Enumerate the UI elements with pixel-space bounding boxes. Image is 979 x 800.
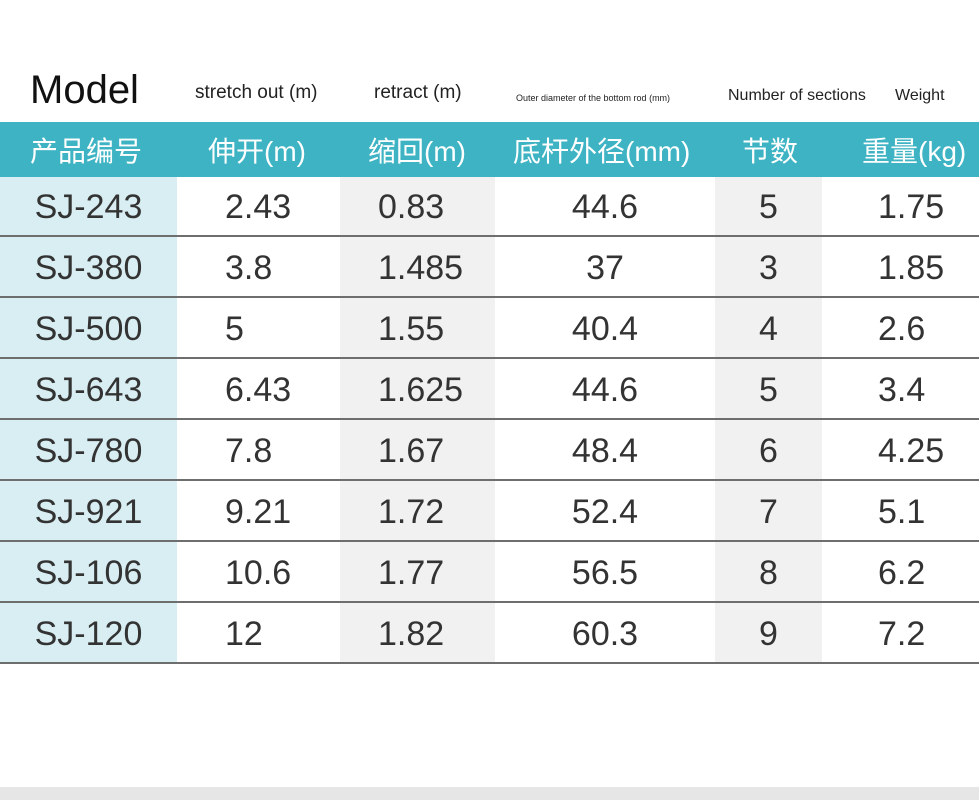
table-cell: 7 [759, 493, 778, 531]
header-band [0, 122, 979, 177]
table-cell: 9 [759, 615, 778, 653]
table-cell: 2.43 [225, 188, 292, 226]
english-header: Model [30, 68, 139, 112]
table-cell: 1.485 [378, 249, 464, 287]
row-line [0, 296, 979, 298]
table-cell: 8 [759, 554, 778, 592]
table-cell: 7.8 [225, 432, 273, 470]
table-cell: 60.3 [571, 615, 639, 653]
table-cell: SJ-643 [34, 371, 143, 409]
footer-band [0, 787, 979, 800]
row-line [0, 479, 979, 481]
table-cell: 2.6 [878, 310, 926, 348]
table-cell: SJ-780 [34, 432, 143, 470]
table-cell: 1.77 [378, 554, 445, 592]
row-line [0, 662, 979, 664]
table-cell: 5.1 [878, 493, 926, 531]
english-header: Number of sections [728, 87, 866, 104]
row-line [0, 357, 979, 359]
table-cell: 4 [759, 310, 778, 348]
table-cell: SJ-120 [34, 615, 143, 653]
table-cell: 6.2 [878, 554, 926, 592]
table-cell: 12 [225, 615, 263, 653]
table-cell: 5 [759, 188, 778, 226]
column-bg [715, 177, 822, 663]
table-cell: 48.4 [571, 432, 639, 470]
table-cell: SJ-243 [34, 188, 143, 226]
column-header: 产品编号 [30, 136, 143, 167]
table-cell: SJ-380 [34, 249, 143, 287]
table-cell: 1.85 [878, 249, 945, 287]
table-cell: 3.4 [878, 371, 926, 409]
table-cell: 3.8 [225, 249, 273, 287]
column-bg [0, 177, 177, 663]
table-cell: 44.6 [571, 188, 639, 226]
english-header: Weight [895, 87, 945, 104]
english-header: Outer diameter of the bottom rod (mm) [516, 93, 671, 103]
table-cell: 4.25 [878, 432, 945, 470]
table-cell: 1.72 [378, 493, 445, 531]
table-cell: 1.55 [378, 310, 445, 348]
column-header: 底杆外径(mm) [513, 136, 691, 167]
table-cell: 5 [759, 371, 778, 409]
table-cell: 1.75 [878, 188, 945, 226]
table-cell: SJ-106 [34, 554, 143, 592]
table-cell: 7.2 [878, 615, 926, 653]
column-header: 节数 [742, 136, 799, 167]
table-cell: 9.21 [225, 493, 292, 531]
table-cell: 0.83 [378, 188, 445, 226]
row-line [0, 235, 979, 237]
row-line [0, 601, 979, 603]
english-header: stretch out (m) [195, 82, 318, 103]
column-header: 伸开(m) [208, 136, 306, 167]
column-header: 缩回(m) [368, 136, 466, 167]
table-cell: 6 [759, 432, 778, 470]
column-header: 重量(kg) [862, 136, 967, 167]
table-cell: 44.6 [571, 371, 639, 409]
table-cell: 3 [759, 249, 778, 287]
table-cell: SJ-500 [34, 310, 143, 348]
table-cell: 6.43 [225, 371, 292, 409]
column-bg [340, 177, 495, 663]
table-cell: 37 [586, 249, 624, 287]
english-header: retract (m) [374, 82, 462, 103]
table-cell: 5 [225, 310, 244, 348]
row-line [0, 418, 979, 420]
table-cell: 1.67 [378, 432, 445, 470]
table-cell: 10.6 [225, 554, 292, 592]
table-cell: 52.4 [571, 493, 639, 531]
table-cell: 1.82 [378, 615, 445, 653]
table-cell: 56.5 [571, 554, 639, 592]
table-cell: 40.4 [571, 310, 639, 348]
table-cell: SJ-921 [34, 493, 143, 531]
table-cell: 1.625 [378, 371, 464, 409]
row-line [0, 540, 979, 542]
